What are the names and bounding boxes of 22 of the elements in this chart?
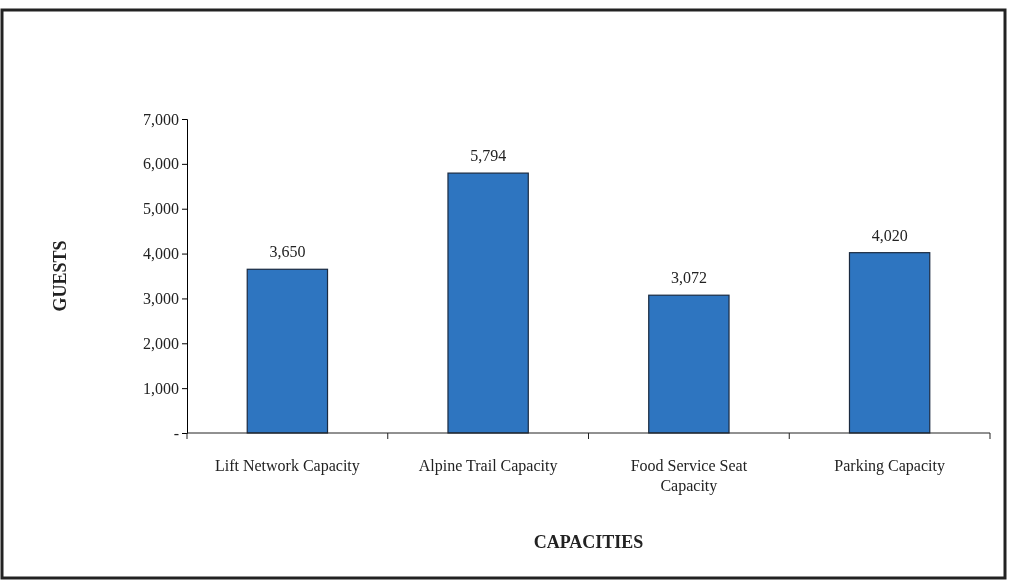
- y-tick-label: 5,000: [143, 200, 179, 218]
- y-tick-label: 4,000: [143, 245, 179, 263]
- bar: [246, 268, 329, 434]
- y-tick-label: 6,000: [143, 155, 179, 173]
- data-label: 3,650: [269, 243, 306, 261]
- y-tick-label: 1,000: [143, 379, 179, 397]
- bar: [648, 294, 730, 434]
- y-tick-label: -: [173, 424, 179, 442]
- y-tick-label: 2,000: [143, 334, 179, 352]
- x-tick-label: Alpine Trail Capacity: [418, 457, 558, 475]
- data-label: 4,020: [871, 226, 908, 244]
- y-tick-label: 3,000: [143, 290, 179, 308]
- y-axis-title: GUESTS: [50, 240, 70, 312]
- bar: [447, 172, 529, 434]
- data-label: 5,794: [470, 147, 507, 165]
- x-tick-label: Food Service Seat Capacity: [630, 457, 748, 495]
- x-tick-label: Lift Network Capacity: [214, 457, 360, 475]
- data-label: 3,072: [670, 269, 707, 287]
- bar: [848, 252, 931, 434]
- y-tick-label: 7,000: [143, 110, 179, 128]
- x-tick-label: Parking Capacity: [834, 457, 945, 475]
- x-axis-title: CAPACITIES: [533, 532, 644, 552]
